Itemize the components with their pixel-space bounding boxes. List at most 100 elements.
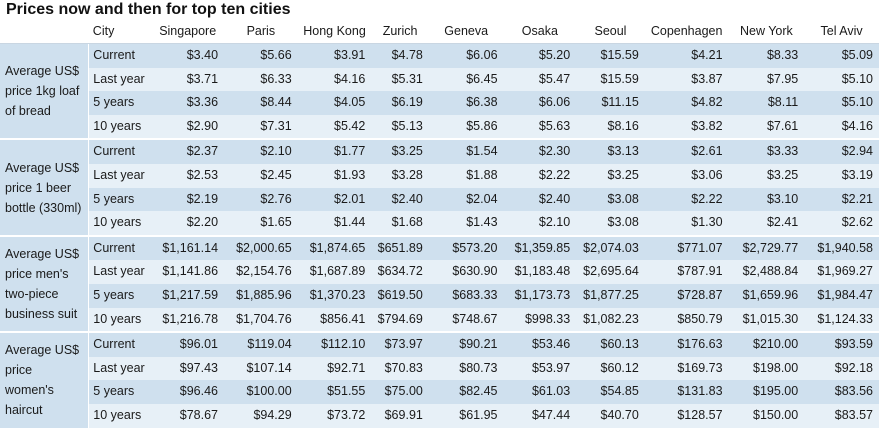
price-cell: $73.97	[371, 331, 429, 357]
price-cell: $619.50	[371, 283, 429, 308]
period-label: 5 years	[88, 380, 152, 404]
price-cell: $131.83	[644, 380, 729, 404]
price-cell: $771.07	[644, 234, 729, 261]
price-cell: $1.44	[297, 211, 372, 236]
period-label: 5 years	[88, 187, 152, 212]
price-cell: $40.70	[576, 403, 645, 428]
price-cell: $61.03	[503, 380, 577, 404]
price-cell: $1,659.96	[728, 283, 805, 308]
price-cell: $2.20	[151, 211, 225, 236]
price-cell: $210.00	[728, 331, 805, 357]
table-row: 5 years $2.19 $2.76 $2.01 $2.40 $2.04 $2.40 $3.…	[0, 187, 879, 212]
price-cell: $1,124.33	[804, 307, 879, 333]
table-row: Average US$ price men's two-piece busine…	[0, 234, 879, 333]
price-cell: $683.33	[428, 283, 504, 308]
table-row: 5 years $1,217.59 $1,885.96 $1,370.23 $619.5…	[0, 283, 879, 308]
header-spacer	[0, 20, 89, 44]
period-label: Last year	[88, 260, 152, 284]
price-cell: $3.82	[644, 114, 729, 140]
price-cell: $748.67	[428, 307, 504, 333]
period-label: Current	[88, 234, 152, 261]
period-label: Current	[88, 331, 152, 357]
price-cell: $2.30	[503, 138, 577, 164]
price-cell: $60.12	[576, 356, 645, 381]
price-cell: $8.11	[728, 91, 805, 115]
price-cell: $6.38	[428, 91, 504, 115]
item-label: Average US$ price 1kg loaf of bread	[0, 43, 90, 140]
price-cell: $6.06	[428, 43, 504, 68]
table-row: 10 years $2.90 $7.31 $5.42 $5.13 $5.86 $5.63 $8…	[0, 114, 879, 140]
price-cell: $3.28	[371, 163, 429, 188]
table-row: Average US$ price 1 beer bottle (330ml) C…	[0, 138, 879, 236]
price-cell: $6.19	[371, 91, 429, 115]
price-cell: $15.59	[576, 43, 645, 68]
table-row: Average US$ price women's haircut Current…	[0, 331, 879, 428]
price-cell: $83.56	[804, 380, 879, 404]
price-cell: $4.82	[644, 91, 729, 115]
price-cell: $8.44	[224, 91, 298, 115]
price-cell: $47.44	[503, 403, 577, 428]
price-cell: $5.10	[804, 91, 879, 115]
price-cell: $1,687.89	[297, 260, 372, 284]
price-cell: $1,141.86	[151, 260, 225, 284]
price-cell: $1,015.30	[728, 307, 805, 333]
table-row: Last year $1,141.86 $2,154.76 $1,687.89 $634…	[0, 260, 879, 284]
price-cell: $7.61	[728, 114, 805, 140]
price-cell: $2,154.76	[224, 260, 298, 284]
table-header: City Singapore Paris Hong Kong Zurich Ge…	[0, 20, 879, 44]
price-cell: $1.93	[297, 163, 372, 188]
price-cell: $1,370.23	[297, 283, 372, 308]
table-row: 5 years $96.46 $100.00 $51.55 $75.00 $82.45 $6…	[0, 380, 879, 404]
table-row: Last year $97.43 $107.14 $92.71 $70.83 $80.73…	[0, 356, 879, 381]
item-label: Average US$ price 1 beer bottle (330ml)	[0, 138, 90, 236]
price-cell: $2.61	[644, 138, 729, 164]
price-cell: $6.45	[428, 67, 504, 92]
period-label: Current	[88, 138, 152, 164]
price-cell: $1,877.25	[576, 283, 645, 308]
price-cell: $7.95	[728, 67, 805, 92]
price-cell: $15.59	[576, 67, 645, 92]
table-title: Prices now and then for top ten cities	[6, 1, 291, 18]
price-cell: $5.66	[224, 43, 298, 68]
price-cell: $3.25	[371, 138, 429, 164]
period-label: Last year	[88, 356, 152, 381]
price-cell: $3.25	[728, 163, 805, 188]
price-cell: $97.43	[151, 356, 225, 381]
price-cell: $3.19	[804, 163, 879, 188]
price-cell: $96.01	[151, 331, 225, 357]
price-cell: $2.62	[804, 211, 879, 236]
price-cell: $2.76	[224, 187, 298, 212]
table-row: Last year $2.53 $2.45 $1.93 $3.28 $1.88 $2.22 $…	[0, 163, 879, 188]
price-cell: $2.40	[503, 187, 577, 212]
price-cell: $92.71	[297, 356, 372, 381]
price-cell: $1,359.85	[503, 234, 577, 261]
price-cell: $176.63	[644, 331, 729, 357]
price-cell: $8.33	[728, 43, 805, 68]
city-header: Hong Kong	[297, 20, 372, 44]
period-label: Last year	[88, 163, 152, 188]
price-cell: $1,704.76	[224, 307, 298, 333]
price-cell: $630.90	[428, 260, 504, 284]
city-header: Osaka	[503, 20, 577, 44]
city-header: Tel Aviv	[804, 20, 879, 44]
price-cell: $1,874.65	[297, 234, 372, 261]
price-cell: $573.20	[428, 234, 504, 261]
price-cell: $2.22	[644, 187, 729, 212]
price-cell: $3.36	[151, 91, 225, 115]
city-column-header: City	[88, 20, 152, 44]
price-cell: $93.59	[804, 331, 879, 357]
price-cell: $2.41	[728, 211, 805, 236]
city-header: Seoul	[576, 20, 645, 44]
price-cell: $1,161.14	[151, 234, 225, 261]
period-label: 5 years	[88, 283, 152, 308]
prices-table: City Singapore Paris Hong Kong Zurich Ge…	[0, 20, 879, 428]
price-cell: $7.31	[224, 114, 298, 140]
price-cell: $198.00	[728, 356, 805, 381]
price-cell: $2.21	[804, 187, 879, 212]
price-cell: $1.54	[428, 138, 504, 164]
price-cell: $5.10	[804, 67, 879, 92]
price-cell: $6.06	[503, 91, 577, 115]
city-header: Geneva	[428, 20, 504, 44]
price-cell: $2.10	[503, 211, 577, 236]
table-row: 5 years $3.36 $8.44 $4.05 $6.19 $6.38 $6.06 $11…	[0, 91, 879, 115]
